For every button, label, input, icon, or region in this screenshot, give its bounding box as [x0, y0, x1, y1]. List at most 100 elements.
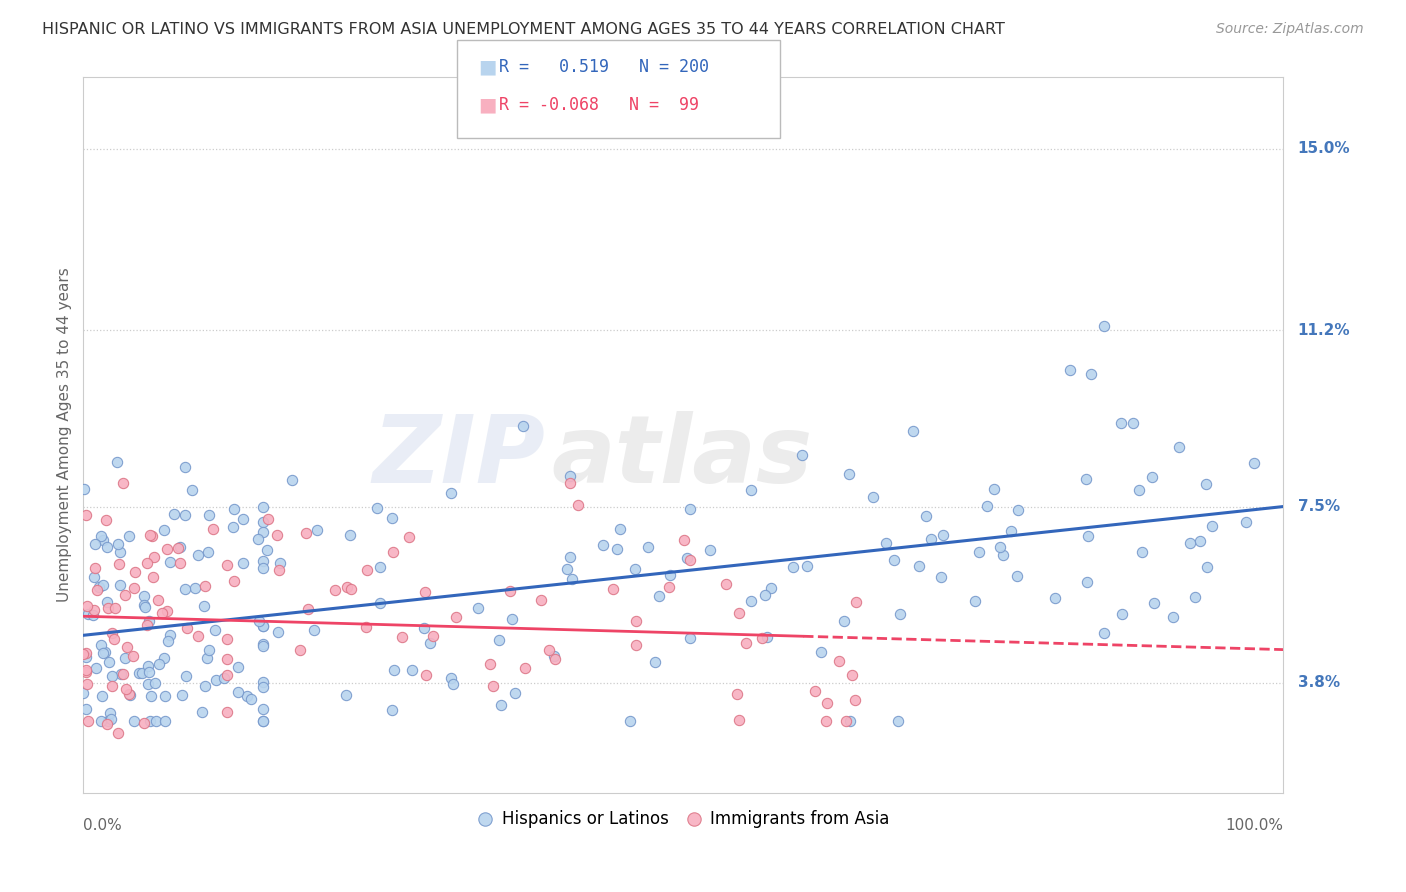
Hispanics or Latinos — [247, 614, 270, 628]
Hispanics or Latinos — [1111, 607, 1133, 621]
Immigrants from Asia — [257, 511, 280, 525]
Hispanics or Latinos — [193, 599, 215, 613]
Hispanics or Latinos — [560, 549, 582, 564]
Hispanics or Latinos — [624, 562, 647, 576]
Hispanics or Latinos — [1180, 536, 1202, 550]
Hispanics or Latinos — [187, 548, 209, 562]
Immigrants from Asia — [150, 606, 173, 620]
Hispanics or Latinos — [889, 607, 911, 621]
Immigrants from Asia — [136, 556, 159, 570]
Hispanics or Latinos — [976, 499, 998, 513]
Hispanics or Latinos — [875, 536, 897, 550]
Immigrants from Asia — [104, 600, 127, 615]
Immigrants from Asia — [725, 688, 748, 702]
Hispanics or Latinos — [148, 657, 170, 671]
Hispanics or Latinos — [862, 490, 884, 504]
Text: Source: ZipAtlas.com: Source: ZipAtlas.com — [1216, 22, 1364, 37]
Hispanics or Latinos — [908, 559, 931, 574]
Hispanics or Latinos — [761, 581, 783, 595]
Hispanics or Latinos — [114, 650, 136, 665]
Hispanics or Latinos — [94, 645, 117, 659]
Hispanics or Latinos — [252, 516, 274, 530]
Immigrants from Asia — [76, 677, 98, 691]
Hispanics or Latinos — [1109, 416, 1132, 430]
Hispanics or Latinos — [1161, 610, 1184, 624]
Hispanics or Latinos — [157, 633, 180, 648]
Immigrants from Asia — [356, 620, 378, 634]
Hispanics or Latinos — [252, 619, 274, 633]
Hispanics or Latinos — [131, 666, 153, 681]
Immigrants from Asia — [530, 593, 553, 607]
Hispanics or Latinos — [90, 638, 112, 652]
Hispanics or Latinos — [236, 689, 259, 703]
Text: 15.0%: 15.0% — [1298, 142, 1350, 156]
Immigrants from Asia — [356, 563, 378, 577]
Hispanics or Latinos — [204, 623, 226, 637]
Hispanics or Latinos — [252, 680, 274, 694]
Hispanics or Latinos — [699, 543, 721, 558]
Hispanics or Latinos — [1059, 363, 1081, 377]
Hispanics or Latinos — [118, 688, 141, 702]
Hispanics or Latinos — [110, 666, 132, 681]
Hispanics or Latinos — [256, 542, 278, 557]
Hispanics or Latinos — [796, 559, 818, 574]
Text: HISPANIC OR LATINO VS IMMIGRANTS FROM ASIA UNEMPLOYMENT AMONG AGES 35 TO 44 YEAR: HISPANIC OR LATINO VS IMMIGRANTS FROM AS… — [42, 22, 1005, 37]
Hispanics or Latinos — [1167, 440, 1189, 454]
Hispanics or Latinos — [1130, 545, 1153, 559]
Hispanics or Latinos — [170, 688, 193, 702]
Hispanics or Latinos — [1236, 515, 1258, 529]
Immigrants from Asia — [217, 705, 239, 719]
Hispanics or Latinos — [1007, 503, 1029, 517]
Hispanics or Latinos — [932, 528, 955, 542]
Immigrants from Asia — [515, 660, 537, 674]
Hispanics or Latinos — [561, 573, 583, 587]
Immigrants from Asia — [673, 533, 696, 548]
Immigrants from Asia — [413, 584, 436, 599]
Hispanics or Latinos — [467, 600, 489, 615]
Hispanics or Latinos — [920, 533, 942, 547]
Hispanics or Latinos — [195, 651, 218, 665]
Immigrants from Asia — [202, 522, 225, 536]
Immigrants from Asia — [679, 553, 702, 567]
Hispanics or Latinos — [77, 607, 100, 622]
Immigrants from Asia — [728, 713, 751, 727]
Hispanics or Latinos — [1243, 456, 1265, 470]
Immigrants from Asia — [193, 579, 215, 593]
Immigrants from Asia — [294, 526, 316, 541]
Immigrants from Asia — [482, 679, 505, 693]
Hispanics or Latinos — [226, 660, 249, 674]
Hispanics or Latinos — [72, 685, 94, 699]
Hispanics or Latinos — [252, 554, 274, 568]
Immigrants from Asia — [422, 629, 444, 643]
Legend: Hispanics or Latinos, Immigrants from Asia: Hispanics or Latinos, Immigrants from As… — [470, 803, 897, 834]
Immigrants from Asia — [187, 629, 209, 643]
Hispanics or Latinos — [419, 635, 441, 649]
Immigrants from Asia — [567, 498, 589, 512]
Hispanics or Latinos — [488, 632, 510, 647]
Immigrants from Asia — [75, 663, 97, 677]
Hispanics or Latinos — [380, 511, 402, 525]
Hispanics or Latinos — [887, 714, 910, 728]
Hispanics or Latinos — [252, 714, 274, 728]
Hispanics or Latinos — [555, 562, 578, 576]
Immigrants from Asia — [217, 668, 239, 682]
Hispanics or Latinos — [145, 714, 167, 728]
Immigrants from Asia — [139, 528, 162, 542]
Hispanics or Latinos — [194, 679, 217, 693]
Hispanics or Latinos — [205, 673, 228, 688]
Hispanics or Latinos — [252, 524, 274, 539]
Immigrants from Asia — [803, 684, 825, 698]
Hispanics or Latinos — [305, 524, 328, 538]
Immigrants from Asia — [111, 475, 134, 490]
Immigrants from Asia — [336, 580, 359, 594]
Hispanics or Latinos — [782, 560, 804, 574]
Hispanics or Latinos — [983, 482, 1005, 496]
Hispanics or Latinos — [756, 630, 779, 644]
Hispanics or Latinos — [915, 508, 938, 523]
Hispanics or Latinos — [98, 706, 121, 720]
Y-axis label: Unemployment Among Ages 35 to 44 years: Unemployment Among Ages 35 to 44 years — [58, 268, 72, 602]
Immigrants from Asia — [415, 668, 437, 682]
Hispanics or Latinos — [122, 714, 145, 728]
Immigrants from Asia — [602, 582, 624, 597]
Hispanics or Latinos — [97, 655, 120, 669]
